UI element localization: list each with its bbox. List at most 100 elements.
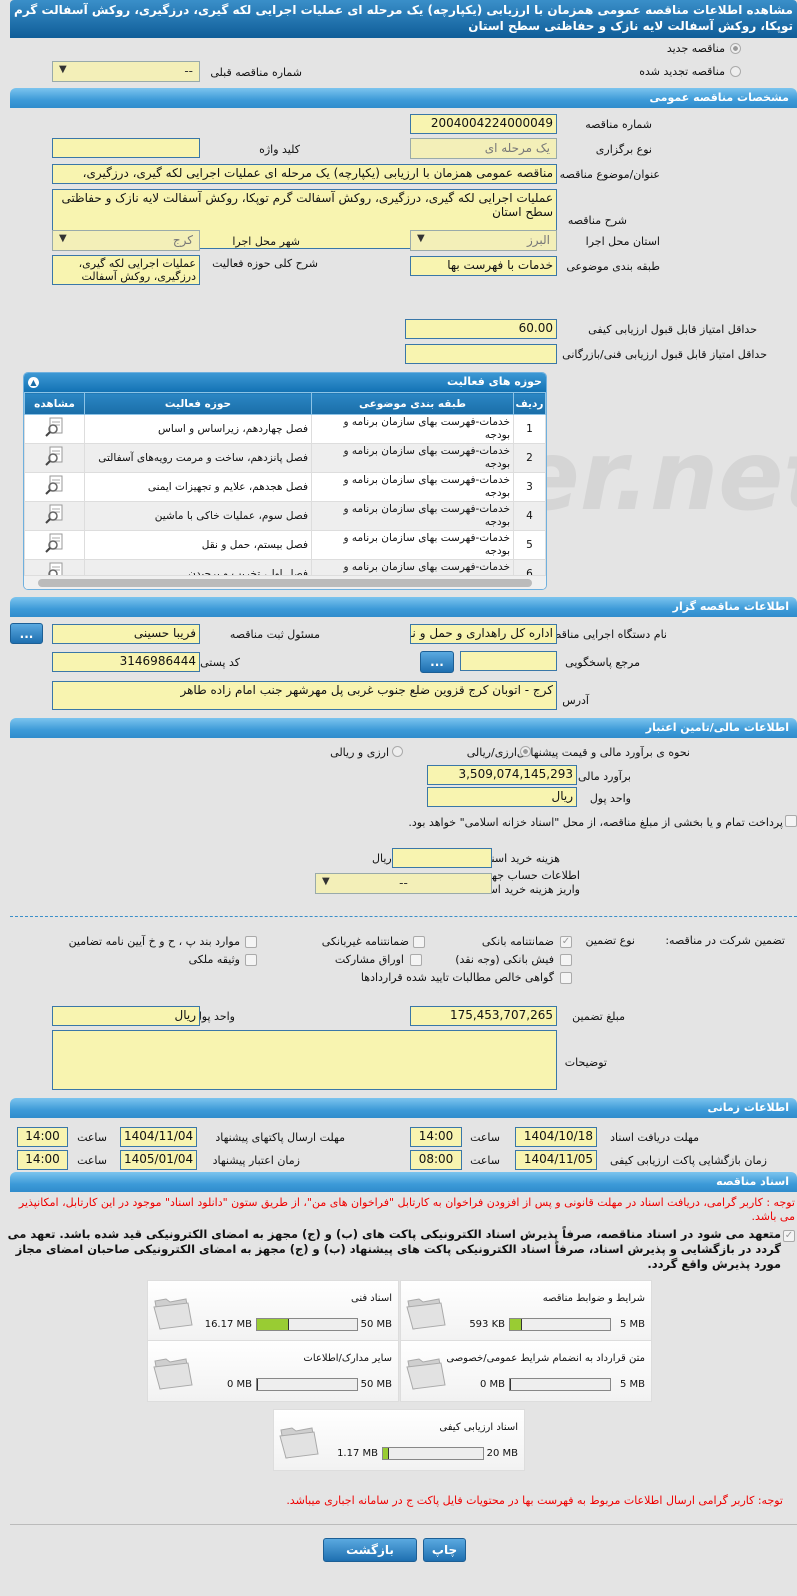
guarantee-checkbox[interactable]: ✓ [560,936,572,948]
doc-cost-field[interactable] [392,848,492,868]
submit-date[interactable]: 1404/11/04 [120,1127,197,1147]
radio-foreign-rial[interactable] [392,746,403,757]
estimate-field[interactable]: 3,509,074,145,293 [427,765,577,785]
category-field[interactable]: خدمات با فهرست بها [410,256,557,276]
page-title: مشاهده اطلاعات مناقصه عمومی همزمان با ار… [10,0,797,38]
guarantee-checkbox[interactable] [245,936,257,948]
row-field: فصل سوم، عملیات خاکی با ماشین [84,501,312,531]
radio-renewed-tender[interactable] [730,66,741,77]
guarantee-checkbox[interactable] [560,954,572,966]
folder-icon [153,1358,193,1390]
currency-field[interactable]: ریال [427,787,577,807]
prev-number-select[interactable]: -- ▼ [52,61,200,82]
notes-field[interactable] [52,1030,557,1090]
section-documents: اسناد مناقصه [10,1172,797,1192]
table-row: 5 خدمات-فهرست بهای سازمان برنامه و بودجه… [24,530,546,560]
guarantee-checkbox[interactable] [245,954,257,966]
min-quality-label: حداقل امتیاز قابل قبول ارزیابی کیفی [588,323,757,336]
doc-deadline-time[interactable]: 14:00 [410,1127,462,1147]
tender-number-field[interactable]: 2004004224000049 [410,114,557,134]
guarantee-checkbox[interactable] [410,954,422,966]
collapse-icon[interactable]: ▲ [28,377,39,388]
document-max-size: 20 MB [486,1448,518,1459]
row-number: 5 [513,530,546,560]
row-category: خدمات-فهرست بهای سازمان برنامه و بودجه [311,414,514,444]
guarantee-currency-field[interactable]: ریال [52,1006,200,1026]
documents-note: توجه : کاربر گرامی، دریافت اسناد در مهلت… [18,1196,795,1223]
amount-field[interactable]: 175,453,707,265 [410,1006,557,1026]
city-select[interactable]: کرج ▼ [52,230,200,251]
type-select[interactable]: یک مرحله ای [410,138,557,159]
org-field[interactable]: اداره کل راهداری و حمل و نق [410,624,557,644]
resp-field[interactable]: فریبا حسینی [52,624,200,644]
document-card[interactable]: اسناد ارزیابی کیفی 20 MB 1.17 MB [273,1409,525,1471]
divider [10,1524,797,1525]
open-label: زمان بازگشایی پاکت ارزیابی کیفی [609,1154,767,1167]
document-card[interactable]: سایر مدارک/اطلاعات 50 MB 0 MB [147,1340,399,1402]
chevron-down-icon: ▼ [417,233,425,244]
folder-icon [406,1358,446,1390]
row-number: 3 [513,472,546,502]
open-date[interactable]: 1404/11/05 [515,1150,597,1170]
open-time[interactable]: 08:00 [410,1150,462,1170]
commit-checkbox[interactable]: ✓ [783,1230,795,1242]
document-title: اسناد ارزیابی کیفی [439,1422,518,1433]
keyword-field[interactable] [52,138,200,158]
select-resp-button[interactable]: ... [10,623,43,644]
horizontal-scrollbar[interactable] [24,575,546,589]
keyword-label: کلید واژه [259,143,300,156]
document-usage-fill [383,1448,389,1459]
guarantee-checkbox[interactable] [560,972,572,984]
valid-date[interactable]: 1405/01/04 [120,1150,197,1170]
submit-time[interactable]: 14:00 [17,1127,68,1147]
view-icon[interactable] [24,472,85,502]
document-usage-fill [510,1319,522,1330]
treasury-label: پرداخت تمام و یا بخشی از مبلغ مناقصه، از… [408,816,783,829]
province-select[interactable]: البرز ▼ [410,230,557,251]
table-row: 3 خدمات-فهرست بهای سازمان برنامه و بودجه… [24,472,546,502]
org-label: نام دستگاه اجرایی مناقصه گزار [523,628,667,641]
document-card[interactable]: متن قرارداد به انضمام شرایط عمومی/خصوصی … [400,1340,652,1402]
prev-number-value: -- [184,64,193,78]
valid-label: زمان اعتبار پیشنهاد [212,1154,300,1167]
document-size: 593 KB [469,1319,505,1330]
row-field: فصل بیستم، حمل و نقل [84,530,312,560]
min-tech-field[interactable] [405,344,557,364]
view-icon[interactable] [24,443,85,473]
back-button[interactable]: بازگشت [323,1538,417,1562]
view-icon[interactable] [24,414,85,444]
col-view: مشاهده [24,392,85,415]
radio-new-tender[interactable] [730,43,741,54]
activity-label: شرح کلی حوزه فعالیت [212,257,318,270]
price-note: توجه: کاربر گرامی ارسال اطلاعات مربوط به… [286,1494,783,1507]
guarantee-checkbox[interactable] [413,936,425,948]
document-usage-fill [257,1379,258,1390]
folder-icon [406,1298,446,1330]
doc-deadline-date[interactable]: 1404/10/18 [515,1127,597,1147]
treasury-checkbox[interactable] [785,815,797,827]
row-field: فصل پانزدهم، ساخت و مرمت رویه‌های آسفالت… [84,443,312,473]
guarantee-option-label: گواهی خالص مطالبات تایید شده قراردادها [360,971,554,984]
address-field[interactable]: کرج - اتوبان کرج قزوین ضلع جنوب غربی پل … [52,681,557,710]
radio-rial[interactable] [520,746,531,757]
scrollbar-thumb[interactable] [38,579,532,587]
row-field: فصل چهاردهم، زیراساس و اساس [84,414,312,444]
city-value: کرج [172,233,193,247]
postal-field[interactable]: 3146986444 [52,652,200,672]
print-button[interactable]: چاپ [423,1538,466,1562]
view-icon[interactable] [24,501,85,531]
row-number: 4 [513,501,546,531]
document-card[interactable]: شرایط و ضوابط مناقصه 5 MB 593 KB [400,1280,652,1342]
min-quality-field[interactable]: 60.00 [405,319,557,339]
ref-field[interactable] [460,651,557,671]
subject-field[interactable]: مناقصه عمومی همزمان با ارزیابی (یکپارچه)… [52,164,557,184]
document-card[interactable]: اسناد فنی 50 MB 16.17 MB [147,1280,399,1342]
select-ref-button[interactable]: ... [420,651,454,673]
account-select[interactable]: -- ▼ [315,873,492,894]
valid-time[interactable]: 14:00 [17,1150,68,1170]
view-icon[interactable] [24,530,85,560]
notes-label: توضیحات [564,1056,607,1069]
activity-field[interactable]: عملیات اجرایی لکه گیری، درزگیری، روکش آس… [52,255,200,285]
document-size: 0 MB [479,1379,505,1390]
col-row: ردیف [513,392,546,415]
